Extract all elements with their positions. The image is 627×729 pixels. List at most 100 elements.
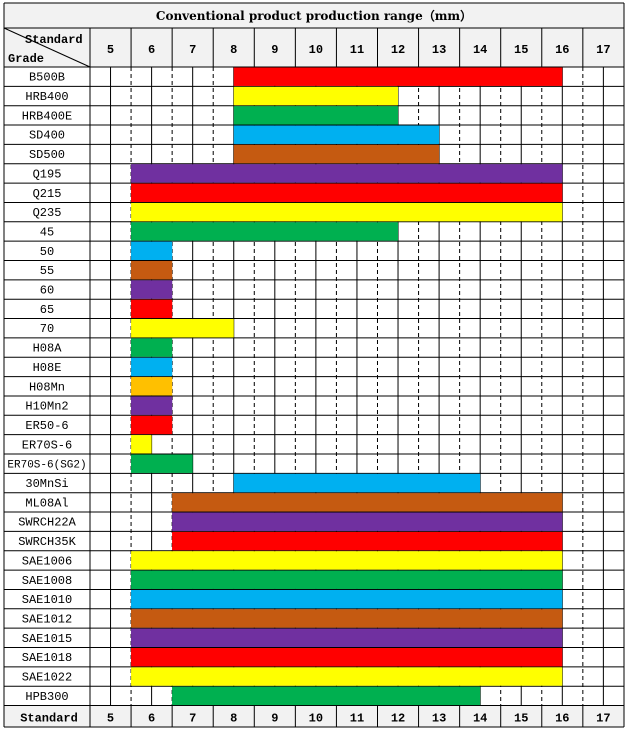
labels: Conventional product production range（mm… [7,8,610,726]
range-bar-fill-er50-6 [131,415,173,435]
grade-label: SAE1008 [22,574,72,588]
range-bar-fill-b500b [233,67,563,86]
range-bar-fill-45 [131,222,399,241]
footer-tick-label: 7 [189,712,196,726]
grade-label: 60 [40,284,54,298]
grade-label: 55 [40,264,54,278]
range-bar-fill-sae1006 [131,551,563,570]
grade-label: H08E [33,361,62,375]
grade-label: SAE1022 [22,671,72,685]
corner-header-grade: Grade [8,52,44,66]
range-bar-fill-hpb300 [172,686,481,706]
grade-label: Q235 [33,206,62,220]
grade-label: B500B [29,71,65,85]
header-tick-label: 17 [596,43,610,57]
range-bar-fill-sd500 [233,144,440,164]
corner-diagonal [3,27,91,68]
range-bar-fill-30mnsi [233,473,481,493]
footer-tick-label: 14 [473,712,487,726]
range-bar-fill-q235 [131,202,563,222]
header-background [4,28,624,67]
footer-tick-label: 12 [391,712,405,726]
header-tick-label: 10 [309,43,323,57]
range-bar-fill-ml08al [172,493,563,512]
grade-label: SAE1006 [22,554,72,568]
range-bar-fill-swrch22a [172,512,563,531]
title-background [4,3,624,28]
grade-label: 65 [40,303,54,317]
range-bar-fill-60 [131,280,173,299]
range-bar-fill-swrch35k [172,531,563,551]
range-bar-fill-sae1010 [131,589,563,609]
header-backgrounds [4,3,624,727]
range-bar-fill-h10mn2 [131,396,173,415]
range-bar-fill-65 [131,299,173,319]
grade-label: H08A [33,342,63,356]
grade-label: 70 [40,322,54,336]
chart-title: Conventional product production range（mm… [156,8,472,23]
grade-label: SD400 [29,129,65,143]
footer-tick-label: 16 [555,712,569,726]
range-bar-fill-sae1012 [131,609,563,628]
grade-label: ER70S-6(SG2) [7,460,86,472]
range-bar-fill-er70s-6 [131,435,152,454]
grid-lines [3,2,625,728]
header-tick-label: 13 [432,43,446,57]
footer-tick-label: 11 [350,712,364,726]
range-bar-fill-er70s-6-sg2- [131,454,193,473]
range-bar-fill-h08a [131,338,173,357]
grade-label: SD500 [29,148,65,162]
footer-background [4,705,624,727]
grade-label: H10Mn2 [25,400,68,414]
range-bar-fill-q215 [131,183,563,202]
range-bar-fill-sae1018 [131,648,563,667]
header-tick-label: 11 [350,43,364,57]
footer-tick-label: 6 [148,712,155,726]
grade-label: SAE1015 [22,632,72,646]
header-tick-label: 15 [514,43,528,57]
header-tick-label: 16 [555,43,569,57]
grade-label: 30MnSi [25,477,68,491]
range-bar-fill-sae1008 [131,570,563,589]
corner-header-standard: Standard [25,33,83,47]
footer-tick-label: 10 [309,712,323,726]
footer-tick-label: 8 [230,712,237,726]
grade-label: ER70S-6 [22,438,72,452]
header-tick-label: 8 [230,43,237,57]
range-bar-fill-50 [131,241,173,260]
grade-label: SAE1018 [22,651,72,665]
header-tick-label: 12 [391,43,405,57]
header-tick-label: 6 [148,43,155,57]
range-bar-fill-hrb400 [233,86,399,106]
range-bar-fill-h08e [131,357,173,377]
grade-label: 50 [40,245,54,259]
grade-label: HRB400 [25,90,68,104]
footer-tick-label: 5 [107,712,114,726]
grade-label: ML08Al [25,496,68,510]
range-bar-fill-sae1022 [131,667,563,686]
grade-label: 45 [40,225,54,239]
grade-label: Q215 [33,187,62,201]
range-bar-fill-h08mn [131,377,173,396]
footer-tick-label: 17 [596,712,610,726]
header-tick-label: 7 [189,43,196,57]
footer-standard-label: Standard [20,712,78,726]
grade-label: SWRCH22A [18,516,76,530]
footer-tick-label: 13 [432,712,446,726]
range-bar-fill-sd400 [233,125,440,144]
grade-label: SWRCH35K [18,535,76,549]
grade-label: H08Mn [29,380,65,394]
range-bar-fill-sae1015 [131,628,563,647]
footer-tick-label: 9 [271,712,278,726]
range-bar-fill-55 [131,261,173,280]
footer-tick-label: 15 [514,712,528,726]
range-bar-fill-q195 [131,164,563,183]
grade-label: HRB400E [22,109,72,123]
grade-label: ER50-6 [25,419,68,433]
grade-label: HPB300 [25,690,68,704]
grade-label: Q195 [33,167,62,181]
grade-label: SAE1010 [22,593,72,607]
header-tick-label: 9 [271,43,278,57]
grade-label: SAE1012 [22,612,72,626]
